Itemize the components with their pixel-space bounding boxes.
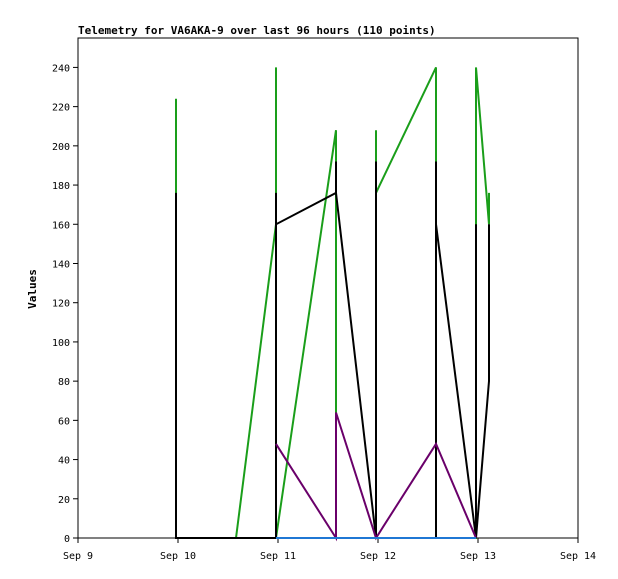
chart-title: Telemetry for VA6AKA-9 over last 96 hour… bbox=[78, 24, 436, 37]
series-layer bbox=[175, 66, 490, 542]
y-tick-label: 40 bbox=[58, 456, 70, 467]
x-tick-label: Sep 10 bbox=[160, 551, 196, 562]
y-tick-label: 60 bbox=[58, 416, 70, 427]
series-3-line bbox=[275, 412, 477, 542]
y-axis: 0 20 40 60 80 100 120 140 160 180 200 220 240 bbox=[52, 63, 78, 545]
y-tick-label: 200 bbox=[52, 142, 70, 153]
x-tick-label: Sep 9 bbox=[63, 551, 93, 562]
x-tick-label: Sep 14 bbox=[560, 551, 596, 562]
y-tick-label: 180 bbox=[52, 181, 70, 192]
x-tick-label: Sep 13 bbox=[460, 551, 496, 562]
y-tick-label: 20 bbox=[58, 495, 70, 506]
plot-area bbox=[77, 37, 579, 539]
y-tick-label: 220 bbox=[52, 103, 70, 114]
y-axis-title: Values bbox=[26, 269, 39, 309]
y-tick-label: 120 bbox=[52, 299, 70, 310]
y-tick-label: 160 bbox=[52, 220, 70, 231]
x-tick-label: Sep 11 bbox=[260, 551, 296, 562]
y-tick-label: 140 bbox=[52, 259, 70, 270]
y-tick-label: 240 bbox=[52, 63, 70, 74]
x-axis: Sep 9 Sep 10 Sep 11 Sep 12 Sep 13 Sep 14 bbox=[63, 538, 596, 562]
y-tick-label: 80 bbox=[58, 377, 70, 388]
y-tick-label: 100 bbox=[52, 338, 70, 349]
x-tick-label: Sep 12 bbox=[360, 551, 396, 562]
y-tick-label: 0 bbox=[64, 534, 70, 545]
